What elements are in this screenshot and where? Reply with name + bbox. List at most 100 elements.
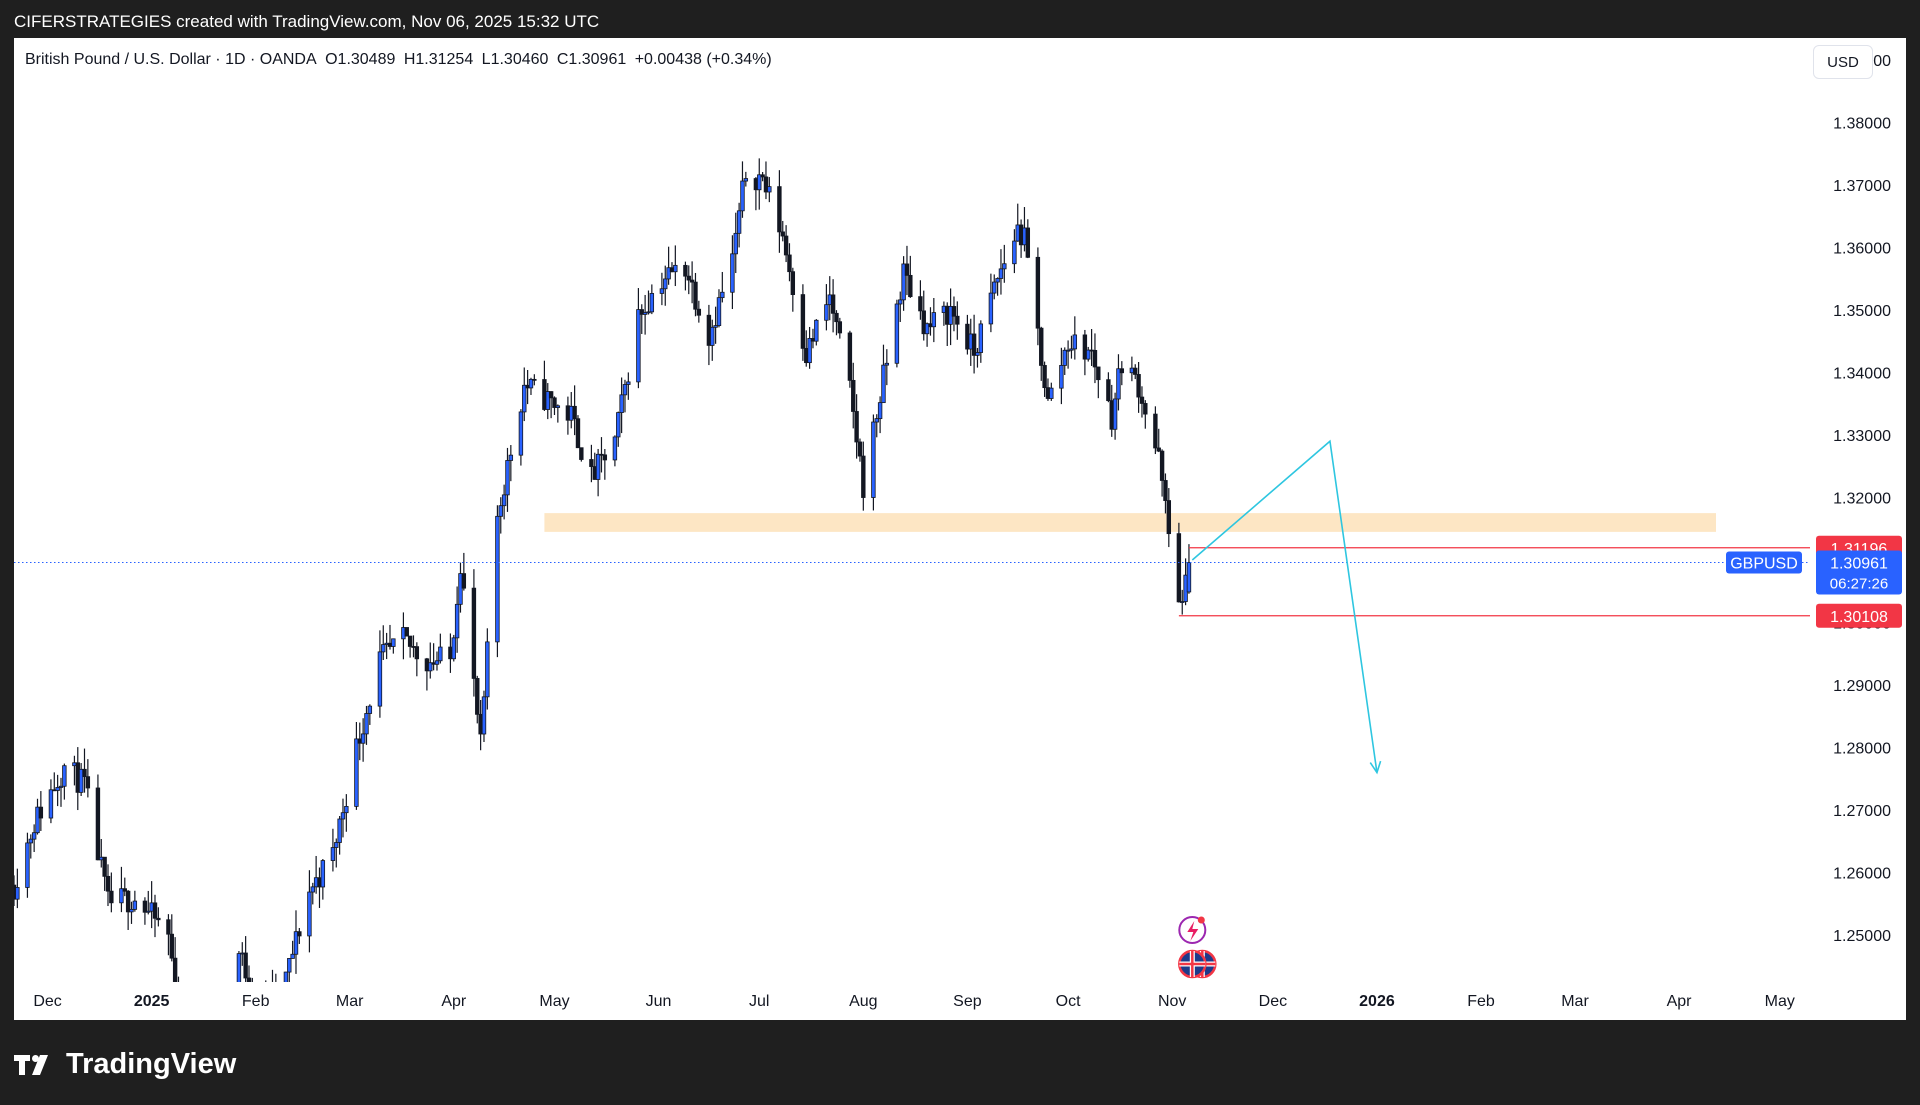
- candle-body-up: [924, 323, 930, 335]
- candle-body-up: [884, 362, 890, 366]
- candle: [404, 627, 409, 637]
- candle: [689, 261, 695, 304]
- candle: [1062, 347, 1067, 375]
- candle: [377, 630, 383, 718]
- candle-body-up: [48, 789, 54, 819]
- candle-body-down: [575, 418, 581, 449]
- x-tick-label: Mar: [1561, 993, 1589, 1010]
- candle-body-up: [227, 993, 231, 1011]
- candle: [579, 447, 584, 462]
- candle-body-up: [894, 303, 900, 364]
- candle-body-down: [696, 308, 702, 316]
- y-tick-label: 1.26000: [1833, 866, 1891, 883]
- legend-open: O1.30489: [325, 51, 396, 68]
- candle-body-down: [1156, 447, 1161, 452]
- candle: [166, 914, 171, 956]
- legend-title: British Pound / U.S. Dollar · 1D · OANDA: [25, 51, 317, 68]
- candle-body-down: [572, 405, 577, 420]
- currency-button[interactable]: USD: [1813, 45, 1873, 79]
- candle-body-up: [505, 460, 510, 496]
- x-tick-label: Oct: [1056, 993, 1081, 1010]
- candle-body-up: [1180, 601, 1185, 603]
- candle-body-up: [434, 660, 440, 665]
- candle: [696, 300, 702, 323]
- candle: [224, 1000, 228, 1020]
- candle-body-down: [837, 321, 843, 334]
- candle: [156, 907, 161, 927]
- candle-body-up: [310, 886, 315, 893]
- candle-body-down: [955, 315, 960, 325]
- candle: [830, 279, 836, 333]
- candle-body-up: [501, 494, 507, 507]
- candle-body-up: [367, 705, 373, 714]
- tradingview-logo[interactable]: TradingView: [14, 1048, 236, 1081]
- candle-body-up: [988, 292, 994, 325]
- candle: [62, 763, 67, 800]
- candle: [48, 779, 54, 824]
- candle: [884, 349, 890, 386]
- candle: [129, 901, 134, 924]
- candle-body-up: [337, 818, 342, 843]
- candle-body-up: [646, 311, 651, 314]
- candle: [642, 294, 648, 335]
- candle: [575, 415, 581, 449]
- candle-body-up: [730, 253, 735, 293]
- candle: [548, 391, 554, 419]
- candle: [978, 320, 984, 363]
- candle-body-down: [172, 957, 178, 982]
- candle: [555, 404, 561, 423]
- candle: [995, 277, 1000, 296]
- candle-body-down: [105, 875, 111, 892]
- candle-body-up: [642, 312, 648, 315]
- candle-body-up: [649, 293, 655, 313]
- candle: [924, 322, 930, 347]
- chart-panel[interactable]: 1.390001.380001.370001.360001.350001.340…: [14, 38, 1906, 1020]
- candle: [1012, 229, 1017, 274]
- candle-body-down: [834, 312, 839, 323]
- candle-body-up: [518, 411, 524, 456]
- candle-body-down: [904, 263, 910, 276]
- candle-body-down: [169, 933, 174, 959]
- candle-body-up: [619, 394, 624, 413]
- candle-body-up: [545, 391, 550, 410]
- candle-body-down: [1119, 368, 1125, 374]
- candle-body-down: [85, 776, 91, 789]
- candle-body-up: [636, 309, 641, 383]
- flash-event-icon[interactable]: [1178, 916, 1207, 944]
- candle: [1163, 473, 1168, 514]
- candle-body-down: [102, 856, 107, 877]
- candle-body-up: [25, 842, 30, 888]
- candle: [340, 798, 346, 838]
- candle: [894, 299, 900, 368]
- candle-body-down: [38, 806, 44, 819]
- candle: [485, 628, 490, 710]
- candle: [310, 882, 315, 905]
- candle-body-up: [720, 291, 725, 299]
- candle-body-down: [243, 952, 248, 979]
- current-price-value: 1.30961: [1830, 555, 1888, 572]
- candle-body-down: [274, 985, 278, 994]
- candle: [180, 1006, 184, 1020]
- uk-flag-icon[interactable]: [1178, 949, 1217, 979]
- candle-body-up: [334, 842, 339, 848]
- candle-body-down: [683, 264, 688, 277]
- candle-body-up: [146, 910, 151, 913]
- candle: [220, 1001, 224, 1020]
- candle: [142, 897, 148, 925]
- candle: [545, 383, 550, 420]
- candle-body-up: [377, 651, 383, 707]
- price-chart[interactable]: 1.390001.380001.370001.360001.350001.340…: [14, 38, 1906, 1020]
- candle-body-up: [663, 278, 668, 290]
- candle-body-down: [686, 275, 691, 281]
- candle-body-down: [152, 902, 158, 919]
- candle-body-down: [1176, 533, 1182, 603]
- candle-body-down: [847, 332, 853, 381]
- candle: [414, 642, 420, 677]
- candle: [367, 704, 373, 725]
- candle-body-down: [180, 1016, 184, 1020]
- candle: [330, 828, 336, 872]
- candle-body-up: [129, 908, 134, 913]
- candle: [572, 385, 577, 436]
- candle: [998, 249, 1004, 295]
- candle-body-up: [354, 738, 359, 807]
